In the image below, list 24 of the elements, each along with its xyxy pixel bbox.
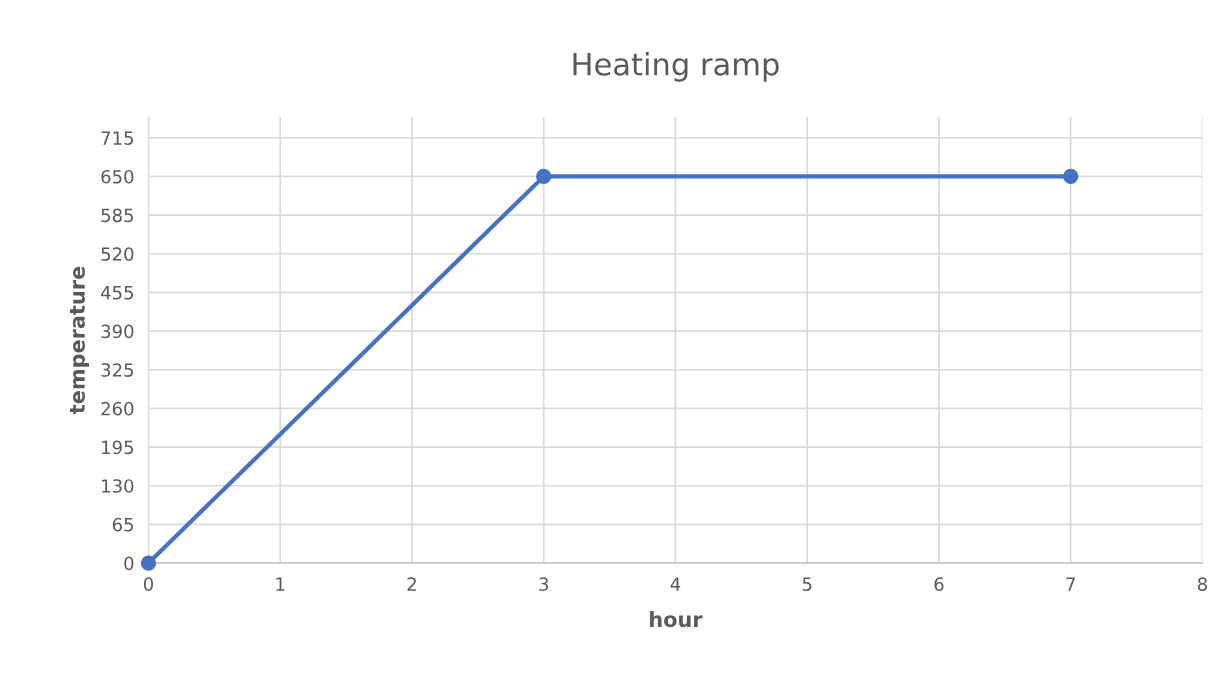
y-tick-label: 650 bbox=[101, 169, 134, 184]
x-tick-label: 7 bbox=[1066, 577, 1075, 591]
y-tick-label: 585 bbox=[101, 208, 133, 223]
y-tick-label: 130 bbox=[102, 479, 134, 493]
x-tick-label: 0 bbox=[143, 577, 154, 591]
y-tick-label: 65 bbox=[112, 517, 133, 532]
chart-title: Heating ramp bbox=[573, 52, 779, 82]
x-axis-title: hour bbox=[650, 611, 703, 628]
x-tick-label: 4 bbox=[670, 577, 681, 591]
y-axis-title: temperature bbox=[70, 266, 89, 414]
x-tick-label: 1 bbox=[276, 577, 285, 591]
y-tick-label: 260 bbox=[101, 401, 134, 416]
y-tick-label: 195 bbox=[102, 440, 133, 455]
y-tick-label: 390 bbox=[101, 324, 134, 339]
x-tick-label: 6 bbox=[934, 577, 944, 591]
y-tick-label: 325 bbox=[101, 363, 133, 377]
y-tick-label: 715 bbox=[101, 131, 133, 145]
y-tick-label: 455 bbox=[101, 286, 133, 300]
x-tick-label: 5 bbox=[802, 577, 812, 591]
x-tick-label: 3 bbox=[539, 577, 549, 591]
x-tick-label: 8 bbox=[1197, 577, 1207, 591]
y-tick-label: 0 bbox=[124, 556, 134, 571]
y-tick-label: 520 bbox=[101, 247, 134, 261]
x-tick-label: 2 bbox=[407, 577, 416, 591]
